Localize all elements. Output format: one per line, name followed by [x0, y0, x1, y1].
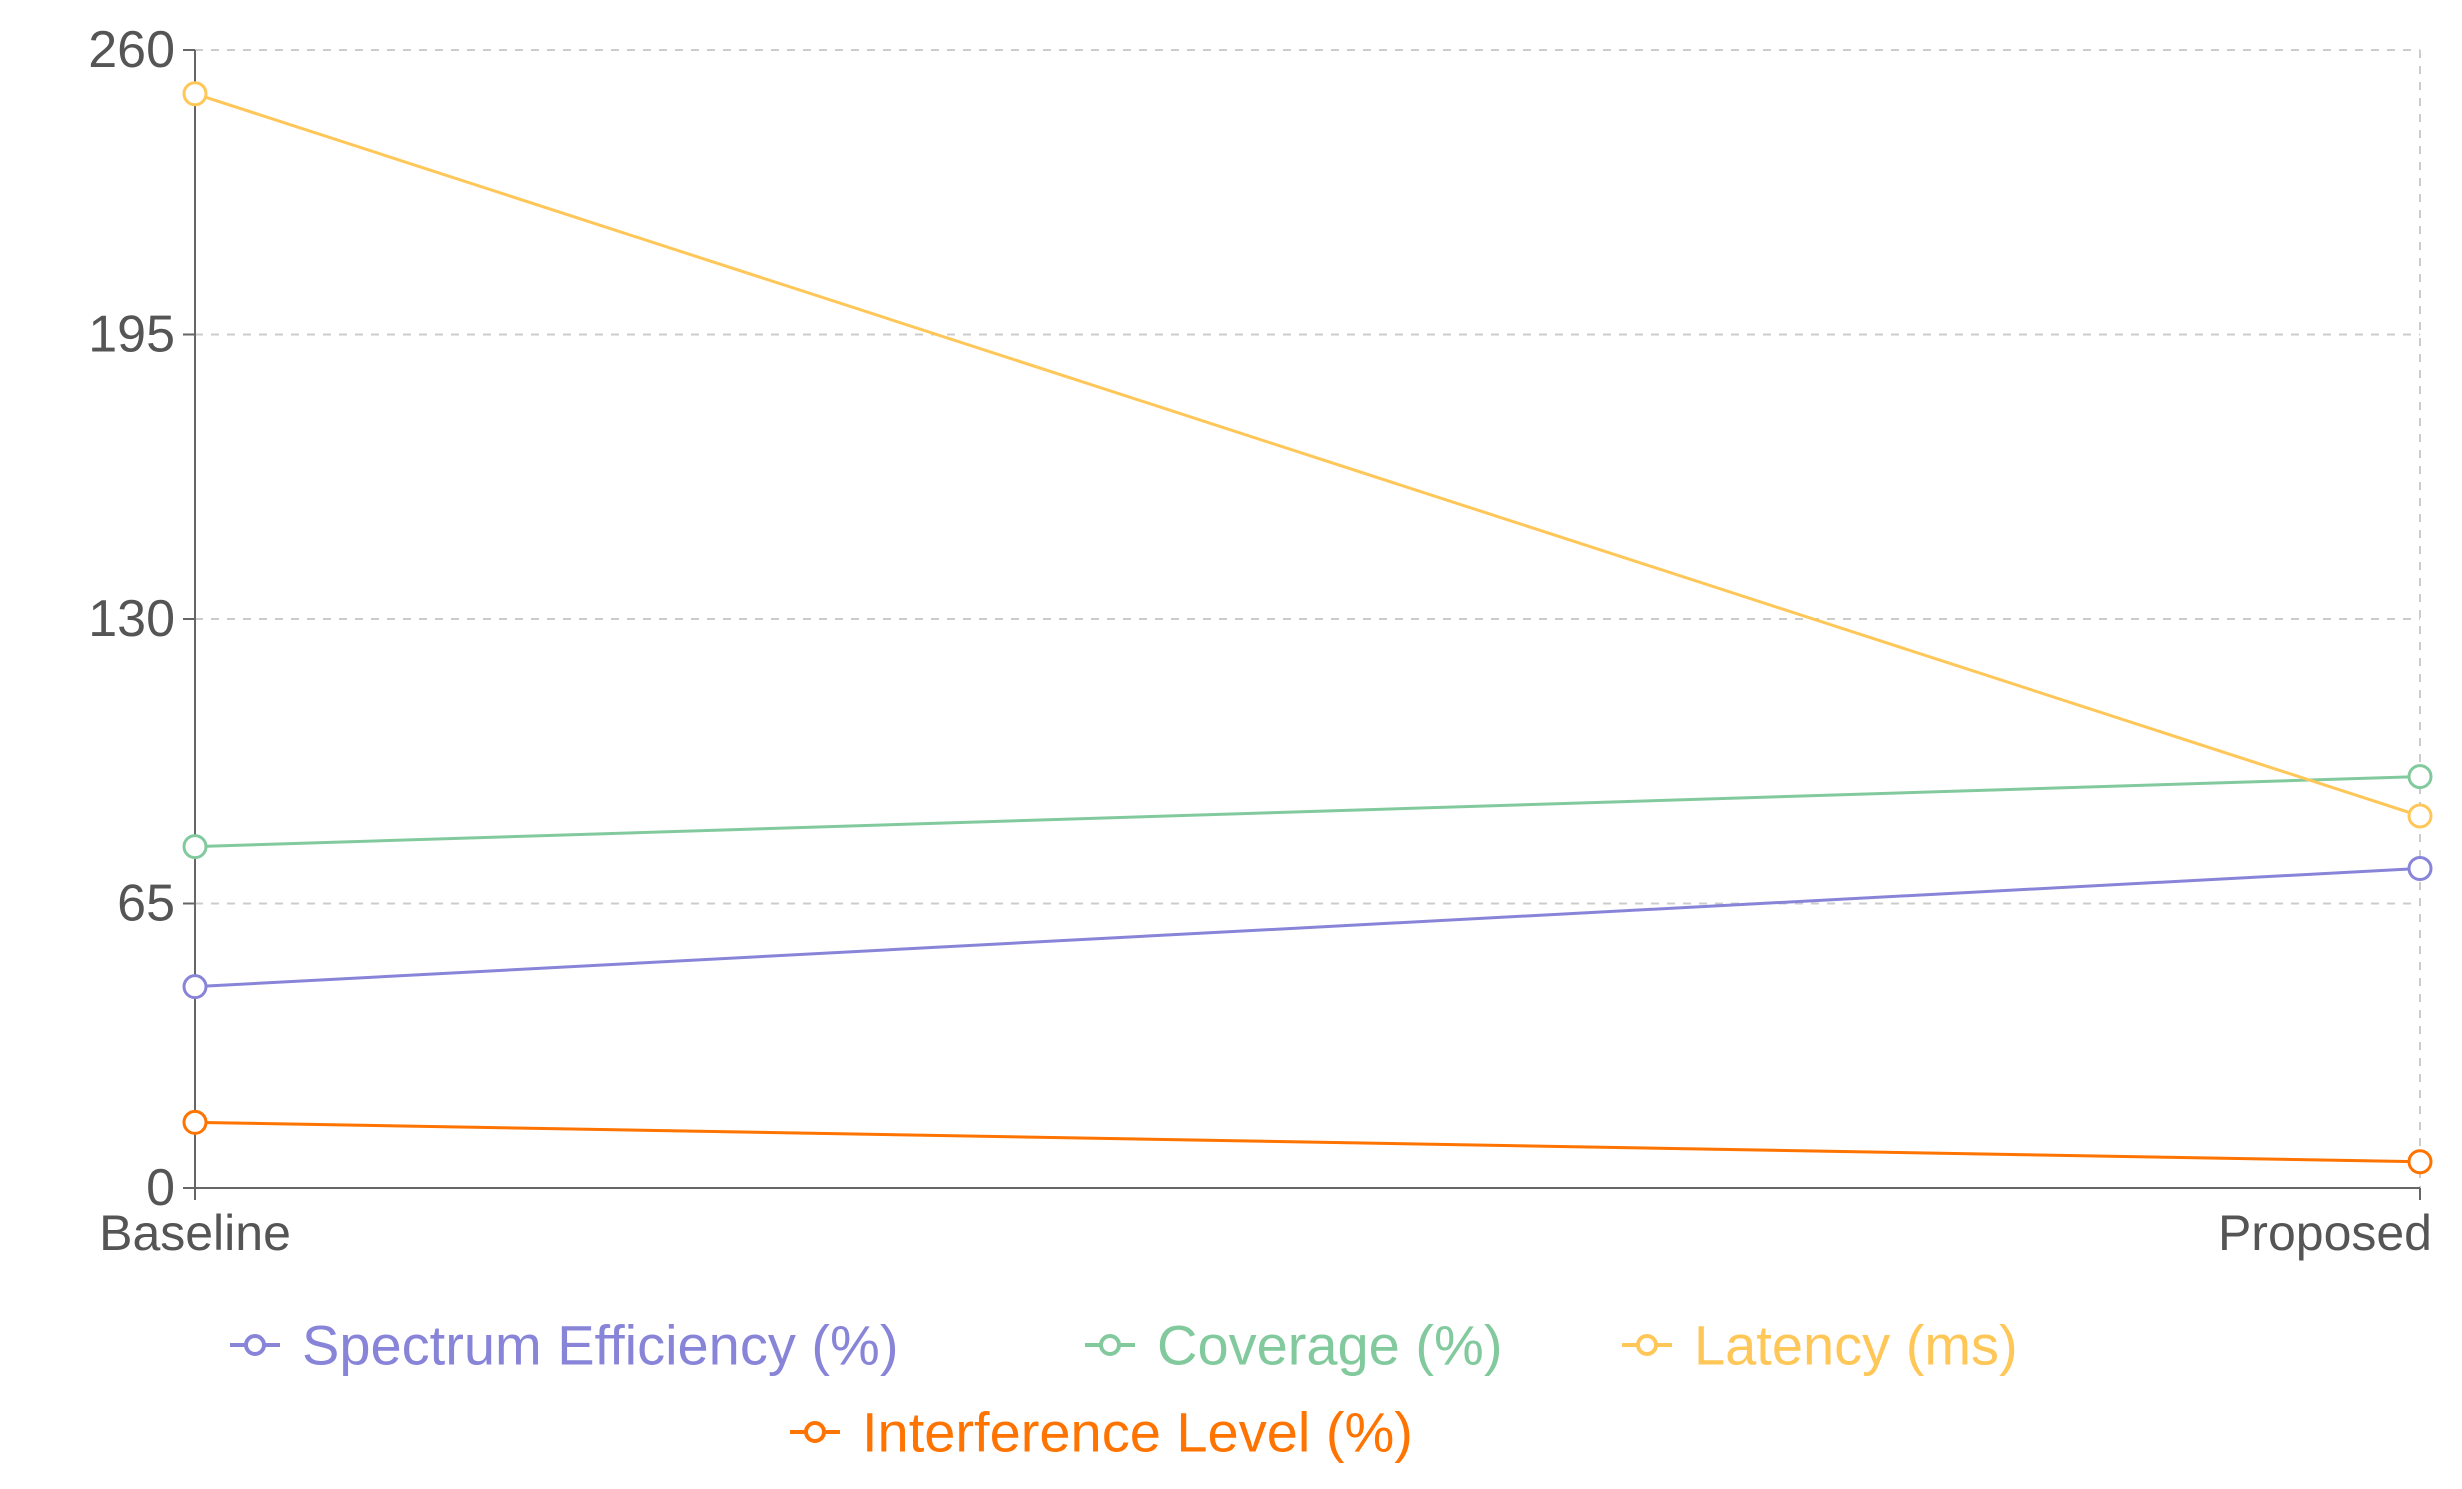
- series-0: [182, 855, 2433, 1000]
- series-line: [194, 775, 2421, 849]
- series-1: [182, 764, 2433, 860]
- y-tick-label: 65: [117, 875, 175, 933]
- data-point[interactable]: [2407, 855, 2433, 881]
- legend-item[interactable]: Interference Level (%): [790, 1401, 1413, 1464]
- legend-marker-icon: [1099, 1334, 1121, 1356]
- legend-marker-icon: [244, 1334, 266, 1356]
- legend-label: Spectrum Efficiency (%): [302, 1314, 898, 1377]
- data-point[interactable]: [2407, 1149, 2433, 1175]
- legend: Spectrum Efficiency (%) Coverage (%) Laten…: [230, 1314, 2018, 1464]
- legend-label: Interference Level (%): [862, 1401, 1413, 1464]
- legend-label: Coverage (%): [1157, 1314, 1502, 1377]
- legend-item[interactable]: Latency (ms): [1622, 1314, 2018, 1377]
- data-point[interactable]: [182, 81, 208, 107]
- x-tick-label: Baseline: [99, 1205, 291, 1261]
- data-point[interactable]: [2407, 764, 2433, 790]
- series-line: [194, 92, 2421, 818]
- grid: [195, 49, 2421, 1188]
- series-lines: [182, 81, 2433, 1175]
- legend-item[interactable]: Coverage (%): [1085, 1314, 1502, 1377]
- x-tick-label: Proposed: [2218, 1205, 2432, 1261]
- y-tick-label: 195: [88, 306, 175, 364]
- legend-item[interactable]: Spectrum Efficiency (%): [230, 1314, 898, 1377]
- series-line: [194, 1120, 2421, 1164]
- y-tick-label: 0: [146, 1159, 175, 1217]
- series-line: [194, 866, 2421, 989]
- data-point[interactable]: [182, 834, 208, 860]
- y-tick-label: 260: [88, 21, 175, 79]
- data-point[interactable]: [2407, 803, 2433, 829]
- data-point[interactable]: [182, 1109, 208, 1135]
- legend-marker-icon: [804, 1421, 826, 1443]
- data-point[interactable]: [182, 974, 208, 1000]
- series-2: [182, 81, 2433, 829]
- axes: 0 65 130 195 260 Baseline Proposed: [88, 21, 2432, 1261]
- legend-marker-icon: [1636, 1334, 1658, 1356]
- y-tick-label: 130: [88, 590, 175, 648]
- series-3: [182, 1109, 2433, 1175]
- legend-label: Latency (ms): [1694, 1314, 2018, 1377]
